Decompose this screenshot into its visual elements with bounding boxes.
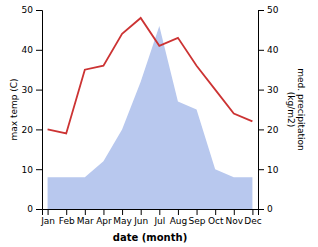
tick: 10: [258, 165, 279, 175]
axis-line: [36, 11, 43, 210]
tick: Dec: [244, 209, 261, 226]
tick-label: 40: [267, 45, 279, 55]
tick-mark: [159, 209, 160, 215]
tick: 40: [22, 45, 42, 55]
tick: Jun: [133, 209, 148, 226]
tick-mark: [178, 209, 179, 215]
tick-label: Oct: [208, 216, 224, 226]
tick: 50: [22, 5, 42, 15]
tick-label: 30: [267, 85, 279, 95]
tick-label: Aug: [170, 216, 188, 226]
tick: Jan: [40, 209, 55, 226]
tick: Apr: [96, 209, 112, 226]
tick-label: 0: [27, 204, 33, 214]
axis-line: [43, 210, 259, 216]
tick: May: [113, 209, 132, 226]
y2-axis-title: med. precipitation(kg/m2): [286, 68, 306, 150]
tick: 10: [22, 165, 42, 175]
tick-mark: [36, 209, 42, 210]
tick-label: Jun: [133, 216, 148, 226]
tick-label: 20: [22, 125, 34, 135]
tick: Sep: [189, 209, 206, 226]
tick-label: May: [113, 216, 132, 226]
tick: Mar: [77, 209, 94, 226]
tick-label: Dec: [244, 216, 261, 226]
tick-mark: [252, 209, 253, 215]
tick-mark: [258, 50, 264, 51]
tick-mark: [197, 209, 198, 215]
tick-mark: [141, 209, 142, 215]
tick: 40: [258, 45, 279, 55]
tick-mark: [36, 129, 42, 130]
y-axis-title: max temp (C): [9, 78, 19, 140]
x-axis: Jan FebMarAprMayJun Jul AugSepOctNovDec: [40, 209, 262, 226]
tick-label: Feb: [59, 216, 75, 226]
marks: [48, 18, 253, 209]
plot-area: 0 10 20 30 40 50 0 10 20 30 40 50 Jan FebMarAprMayJun…: [22, 5, 279, 226]
tick-mark: [66, 209, 67, 215]
tick-label: 40: [22, 45, 34, 55]
tick: 20: [22, 125, 42, 135]
tick: 50: [258, 5, 279, 15]
tick-label: Mar: [77, 216, 94, 226]
chart: 0 10 20 30 40 50 0 10 20 30 40 50 Jan FebMarAprMayJun…: [0, 0, 318, 247]
label-line: max temp (C): [9, 78, 19, 140]
tick: 0: [27, 204, 42, 214]
tick-mark: [103, 209, 104, 215]
tick-label: 30: [22, 85, 34, 95]
tick-mark: [258, 90, 264, 91]
tick: 20: [258, 125, 279, 135]
tick: Nov: [226, 209, 244, 226]
tick-mark: [36, 10, 42, 11]
tick: Feb: [59, 209, 75, 226]
tick-mark: [215, 209, 216, 215]
x-axis-title: date (month): [113, 232, 187, 243]
axis-line: [259, 11, 265, 210]
tick: Jul: [153, 209, 165, 226]
tick-label: Jan: [40, 216, 55, 226]
tick-label: 10: [22, 165, 34, 175]
tick-mark: [36, 169, 42, 170]
tick-mark: [48, 209, 49, 215]
tick-label: 50: [22, 5, 34, 15]
tick: Oct: [208, 209, 224, 226]
tick-mark: [258, 10, 264, 11]
tick-mark: [85, 209, 86, 215]
tick-label: 50: [267, 5, 279, 15]
tick-label: Nov: [226, 216, 244, 226]
label-line: (kg/m2): [286, 92, 296, 127]
tick-label: Apr: [96, 216, 112, 226]
tick: 30: [258, 85, 279, 95]
line: [48, 18, 253, 133]
y-axis: 0 10 20 30 40 50: [22, 5, 43, 214]
y2-axis: 0 10 20 30 40 50: [258, 5, 279, 214]
tick-mark: [258, 129, 264, 130]
tick-mark: [36, 90, 42, 91]
tick-mark: [234, 209, 235, 215]
tick-label: 0: [267, 204, 273, 214]
tick-mark: [36, 50, 42, 51]
label-line: med. precipitation: [296, 68, 306, 150]
tick-label: 10: [267, 165, 279, 175]
tick: 0: [258, 204, 273, 214]
tick: 30: [22, 85, 42, 95]
tick-label: 20: [267, 125, 279, 135]
area: [48, 26, 253, 209]
tick: Aug: [170, 209, 188, 226]
tick-label: Sep: [189, 216, 206, 226]
tick-mark: [122, 209, 123, 215]
tick-mark: [258, 169, 264, 170]
tick-label: Jul: [153, 216, 165, 226]
